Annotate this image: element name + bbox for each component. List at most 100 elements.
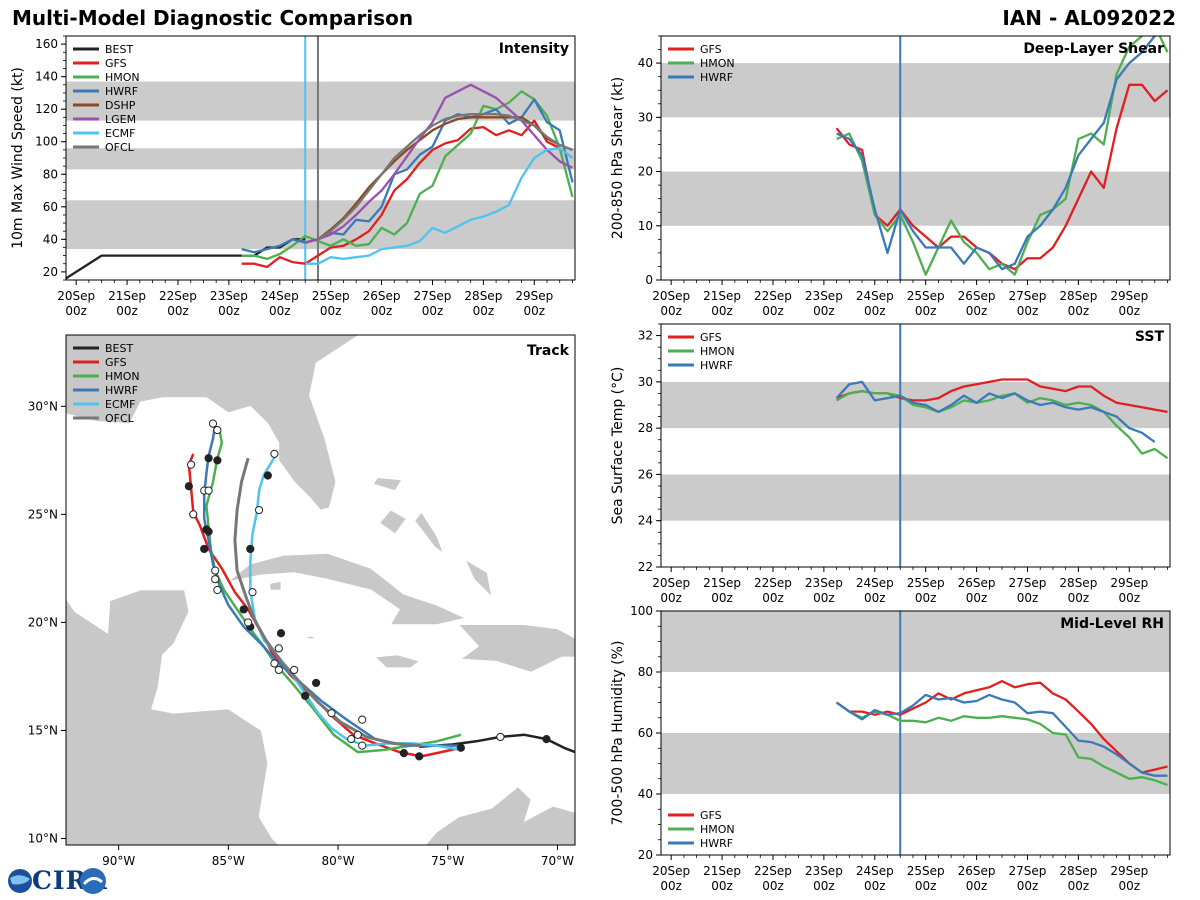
storm-id-title: IAN - AL092022 bbox=[1002, 6, 1176, 30]
track-marker bbox=[202, 525, 211, 534]
lon-tick-label: 85°W bbox=[212, 854, 245, 868]
y-tick-label: 10 bbox=[638, 219, 653, 233]
land-layer bbox=[66, 335, 575, 845]
y-tick-label: 140 bbox=[35, 70, 58, 84]
y-tick-label: 120 bbox=[35, 102, 58, 116]
x-tick-label: 24Sep bbox=[261, 289, 299, 303]
track-marker bbox=[290, 665, 299, 675]
x-tick-label: 26Sep bbox=[958, 576, 996, 590]
rh-panel: 2040608010020Sep00z21Sep00z22Sep00z23Sep… bbox=[610, 604, 1171, 893]
sst-panel: 22242628303220Sep00z21Sep00z22Sep00z23Se… bbox=[610, 323, 1171, 605]
x-tick-label: 00z bbox=[1017, 591, 1039, 605]
track-marker bbox=[184, 482, 193, 491]
land-bahamas-2 bbox=[379, 509, 407, 535]
x-tick-label: 22Sep bbox=[754, 289, 792, 303]
x-tick-label: 00z bbox=[422, 304, 444, 318]
x-tick-label: 00z bbox=[864, 304, 886, 318]
lon-tick-label: 75°W bbox=[431, 854, 464, 868]
x-tick-label: 00z bbox=[915, 591, 937, 605]
land-north-america bbox=[66, 335, 360, 511]
x-tick-label: 00z bbox=[218, 304, 240, 318]
y-tick-label: 22 bbox=[638, 560, 653, 574]
x-tick-label: 20Sep bbox=[652, 576, 690, 590]
x-tick-label: 23Sep bbox=[805, 864, 843, 878]
seal-icon bbox=[80, 868, 106, 894]
x-tick-label: 24Sep bbox=[856, 864, 894, 878]
x-tick-label: 29Sep bbox=[1110, 576, 1148, 590]
track-marker bbox=[456, 743, 466, 752]
x-tick-label: 00z bbox=[660, 304, 682, 318]
y-tick-label: 40 bbox=[638, 787, 653, 801]
panel-title: Track bbox=[527, 343, 570, 359]
legend-label: HWRF bbox=[700, 359, 733, 372]
land-jamaica bbox=[374, 654, 421, 669]
track-panel: 90°W 85°W 80°W 75°W 70°W 10°N 15°N 20°N 25°N 30°N… bbox=[28, 334, 576, 868]
track-marker bbox=[301, 691, 310, 700]
x-tick-label: 00z bbox=[762, 591, 784, 605]
x-tick-label: 00z bbox=[320, 304, 342, 318]
lat-tick-label: 25°N bbox=[28, 507, 58, 521]
y-tick-label: 32 bbox=[638, 329, 653, 343]
lon-tick-label: 80°W bbox=[321, 854, 354, 868]
track-lines bbox=[184, 419, 575, 761]
panel-title: Deep-Layer Shear bbox=[1023, 41, 1164, 57]
x-tick-label: 00z bbox=[1118, 304, 1140, 318]
legend-label: HWRF bbox=[105, 384, 138, 397]
legend-label: BEST bbox=[105, 43, 133, 56]
x-tick-label: 00z bbox=[660, 591, 682, 605]
land-cuba bbox=[228, 552, 467, 625]
x-tick-label: 23Sep bbox=[210, 289, 248, 303]
shade-band bbox=[66, 148, 575, 170]
legend-label: OFCL bbox=[105, 412, 135, 425]
y-tick-label: 40 bbox=[43, 232, 58, 246]
legend-label: ECMF bbox=[105, 398, 135, 411]
plot-background bbox=[661, 324, 1170, 567]
y-axis-label: 700-500 hPa Humidity (%) bbox=[610, 641, 626, 826]
y-tick-label: 30 bbox=[638, 110, 653, 124]
x-tick-label: 21Sep bbox=[703, 864, 741, 878]
x-tick-label: 26Sep bbox=[958, 289, 996, 303]
x-tick-label: 00z bbox=[813, 879, 835, 893]
legend-label: HMON bbox=[700, 345, 735, 358]
x-tick-label: 21Sep bbox=[108, 289, 146, 303]
series-line-ecmf bbox=[305, 147, 574, 265]
x-tick-label: 00z bbox=[762, 879, 784, 893]
track-marker bbox=[248, 588, 257, 597]
x-tick-label: 20Sep bbox=[652, 864, 690, 878]
x-tick-label: 22Sep bbox=[754, 576, 792, 590]
x-tick-label: 00z bbox=[1068, 591, 1090, 605]
x-tick-label: 27Sep bbox=[1009, 289, 1047, 303]
panel-title: Mid-Level RH bbox=[1060, 616, 1164, 632]
land-isla-juventud bbox=[269, 580, 282, 591]
legend-label: HWRF bbox=[700, 71, 733, 84]
x-tick-label: 27Sep bbox=[1009, 864, 1047, 878]
y-tick-label: 20 bbox=[638, 165, 653, 179]
x-tick-label: 00z bbox=[1118, 879, 1140, 893]
legend-label: GFS bbox=[105, 356, 127, 369]
x-tick-label: 26Sep bbox=[958, 864, 996, 878]
x-tick-label: 00z bbox=[864, 879, 886, 893]
plot-frame bbox=[660, 323, 1171, 568]
map-frame bbox=[65, 334, 576, 846]
y-tick-label: 20 bbox=[638, 848, 653, 862]
x-tick-label: 00z bbox=[1068, 879, 1090, 893]
series-line-gfs bbox=[241, 119, 574, 269]
track-marker bbox=[243, 618, 253, 627]
page-title: Multi-Model Diagnostic Comparison bbox=[12, 6, 414, 30]
legend-label: GFS bbox=[700, 331, 722, 344]
shade-band bbox=[661, 171, 1170, 226]
x-tick-label: 00z bbox=[523, 304, 545, 318]
x-tick-label: 00z bbox=[711, 591, 733, 605]
track-marker bbox=[274, 665, 283, 675]
x-tick-label: 29Sep bbox=[1110, 289, 1148, 303]
x-tick-label: 00z bbox=[711, 304, 733, 318]
x-tick-label: 27Sep bbox=[1009, 576, 1047, 590]
track-marker bbox=[358, 715, 367, 724]
lat-tick-label: 20°N bbox=[28, 615, 58, 629]
track-marker bbox=[208, 419, 218, 428]
x-tick-label: 20Sep bbox=[652, 289, 690, 303]
legend-label: HWRF bbox=[700, 837, 733, 850]
x-tick-label: 24Sep bbox=[856, 289, 894, 303]
series-line-dshp bbox=[304, 116, 573, 244]
series-line-lgem bbox=[304, 83, 574, 244]
